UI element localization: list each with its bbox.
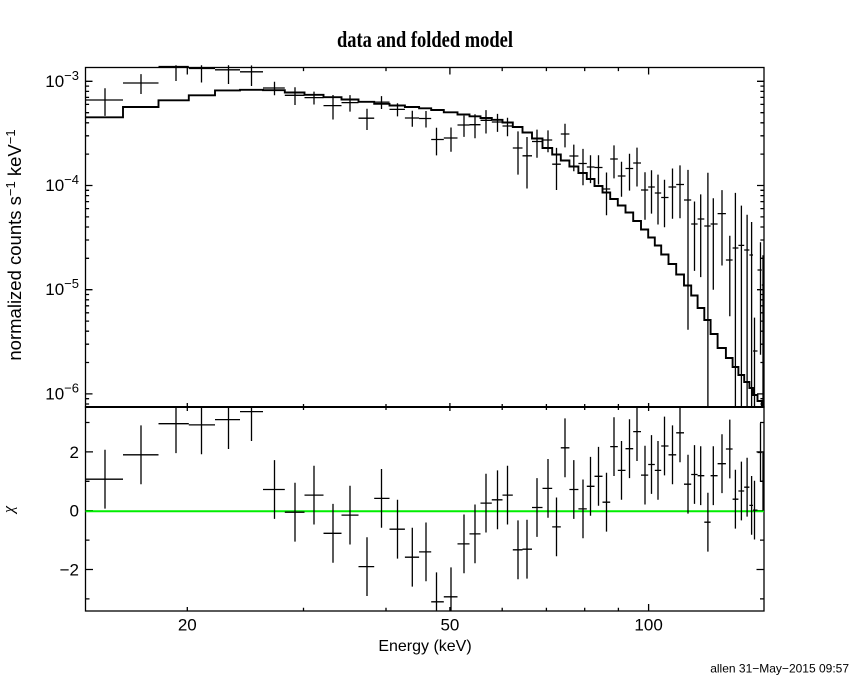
- svg-text:20: 20: [178, 616, 197, 635]
- svg-text:2: 2: [70, 443, 79, 462]
- svg-text:100: 100: [634, 616, 662, 635]
- svg-text:50: 50: [440, 616, 459, 635]
- svg-text:normalized counts s−1 keV−1: normalized counts s−1 keV−1: [3, 129, 25, 360]
- svg-text:data and folded model: data and folded model: [337, 27, 513, 52]
- svg-text:0: 0: [70, 502, 79, 521]
- svg-text:allen 31−May−2015 09:57: allen 31−May−2015 09:57: [710, 662, 849, 676]
- svg-text:−2: −2: [60, 561, 79, 580]
- svg-text:Energy (keV): Energy (keV): [378, 638, 471, 655]
- svg-text:χ: χ: [1, 505, 18, 515]
